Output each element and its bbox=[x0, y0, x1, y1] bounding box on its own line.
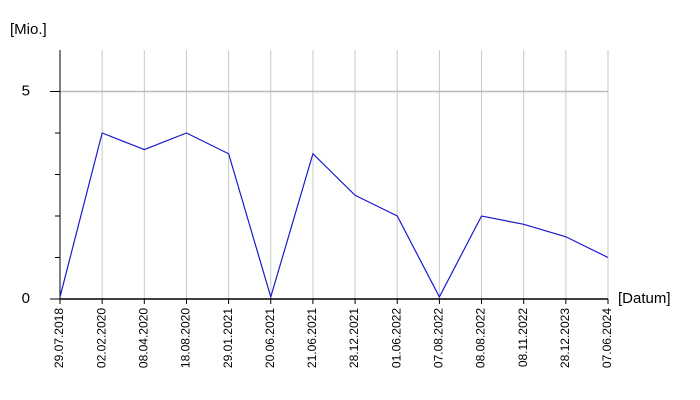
x-tick-label: 02.02.2020 bbox=[94, 308, 108, 368]
y-tick-label: 0 bbox=[22, 290, 30, 307]
x-tick-label: 07.06.2024 bbox=[600, 308, 614, 368]
x-tick-label: 18.08.2020 bbox=[179, 308, 193, 368]
x-tick-label: 20.06.2021 bbox=[263, 308, 277, 368]
data-line bbox=[59, 132, 609, 300]
x-tick-label: 28.12.2023 bbox=[558, 308, 572, 368]
x-tick-label: 08.11.2022 bbox=[516, 308, 530, 367]
x-tick-label: 28.12.2021 bbox=[347, 308, 361, 368]
x-tick-label: 29.01.2021 bbox=[221, 308, 235, 368]
x-tick-label: 29.07.2018 bbox=[52, 308, 66, 368]
x-axis-label: [Datum] bbox=[618, 290, 671, 307]
x-tick-label: 21.06.2021 bbox=[305, 308, 319, 368]
y-tick-label: 5 bbox=[22, 82, 30, 99]
x-tick-label: 07.08.2022 bbox=[432, 308, 446, 368]
x-tick-label: 08.08.2022 bbox=[474, 308, 488, 368]
x-tick-label: 01.06.2022 bbox=[389, 308, 403, 368]
y-axis-label: [Mio.] bbox=[10, 21, 47, 38]
x-tick-label: 08.04.2020 bbox=[136, 308, 150, 368]
